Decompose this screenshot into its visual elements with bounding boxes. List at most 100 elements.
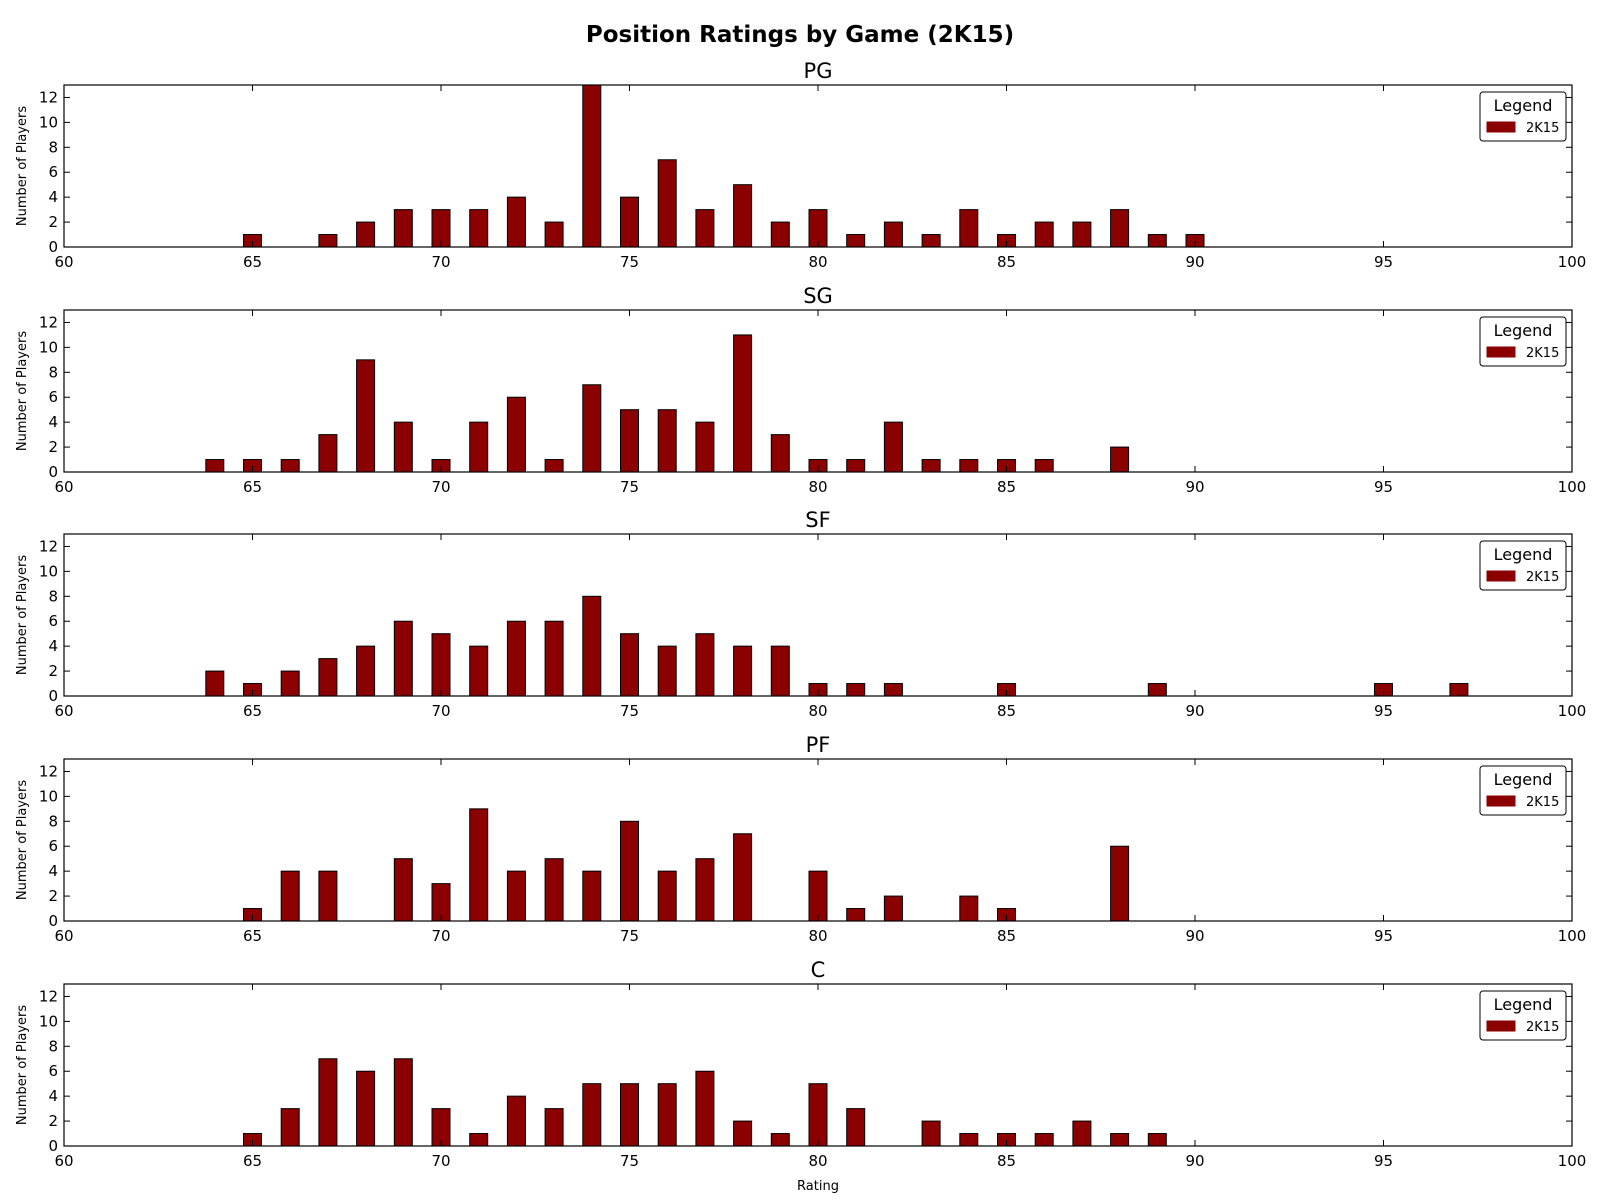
subplot-title: SF — [805, 508, 830, 532]
bar — [280, 670, 300, 697]
x-tick-label: 65 — [243, 702, 262, 720]
subplot-title: PF — [806, 733, 831, 757]
x-tick-label: 85 — [997, 702, 1016, 720]
bar — [544, 620, 564, 697]
bar — [431, 633, 451, 697]
subplot-title: PG — [804, 59, 833, 83]
bar — [620, 633, 639, 697]
legend: Legend 2K15 — [1479, 990, 1567, 1041]
x-tick-label: 100 — [1558, 927, 1587, 945]
bar — [733, 833, 753, 922]
legend-swatch — [1486, 121, 1516, 133]
x-tick-label: 85 — [997, 478, 1016, 496]
x-tick-label: 80 — [808, 478, 827, 496]
bar — [846, 1108, 866, 1147]
bar — [921, 459, 941, 473]
x-tick-label: 75 — [620, 702, 639, 720]
bar — [883, 683, 903, 697]
bar — [1110, 1133, 1130, 1147]
bar — [393, 209, 413, 248]
legend-label: 2K15 — [1526, 795, 1559, 810]
y-tick-label: 10 — [39, 787, 58, 805]
bar — [393, 620, 413, 697]
y-tick-label: 8 — [48, 138, 58, 156]
bar — [770, 645, 790, 697]
bar — [959, 459, 979, 473]
x-tick-label: 85 — [997, 253, 1016, 271]
legend: Legend 2K15 — [1479, 91, 1567, 142]
bar — [318, 658, 338, 697]
x-tick-label: 70 — [431, 1152, 450, 1170]
y-tick-label: 2 — [48, 887, 58, 905]
bar — [770, 221, 790, 248]
bar — [582, 870, 602, 922]
y-tick-label: 2 — [48, 438, 58, 456]
bar — [582, 384, 602, 473]
x-tick-label: 75 — [620, 478, 639, 496]
x-tick-label: 90 — [1185, 702, 1204, 720]
bar — [1110, 845, 1130, 922]
bar — [582, 1083, 602, 1147]
x-tick-label: 95 — [1374, 927, 1393, 945]
x-tick-label: 60 — [54, 1152, 73, 1170]
bar — [1034, 459, 1054, 473]
bar — [808, 1083, 828, 1147]
y-tick-label: 10 — [39, 338, 58, 356]
bar — [959, 1133, 979, 1147]
bar — [469, 209, 489, 248]
subplot-sf: 60 65 70 75 80 85 90 95 100 0 2 4 6 8 10 12 SF Number of … — [15, 508, 1586, 720]
y-tick-label: 4 — [48, 413, 58, 431]
x-tick-label: 80 — [808, 1152, 827, 1170]
bar — [318, 870, 338, 922]
bar — [695, 209, 715, 248]
y-tick-label: 0 — [48, 238, 58, 256]
bar — [620, 820, 639, 922]
subplot-title: SG — [803, 284, 833, 308]
y-tick-label: 4 — [48, 862, 58, 880]
x-tick-label: 65 — [243, 253, 262, 271]
bar — [356, 1070, 376, 1147]
bar — [1034, 221, 1054, 248]
x-tick-label: 70 — [431, 478, 450, 496]
x-tick-label: 60 — [54, 478, 73, 496]
x-tick-label: 100 — [1558, 1152, 1587, 1170]
bar — [695, 858, 715, 922]
y-tick-label: 8 — [48, 587, 58, 605]
y-tick-label: 2 — [48, 662, 58, 680]
bar — [695, 633, 715, 697]
y-tick-label: 12 — [39, 537, 58, 555]
y-axis-label: Number of Players — [15, 780, 30, 900]
subplot-title: C — [811, 958, 826, 982]
x-tick-label: 65 — [243, 478, 262, 496]
bar — [393, 1058, 413, 1147]
legend-title: Legend — [1494, 995, 1553, 1014]
y-tick-label: 10 — [39, 113, 58, 131]
legend-swatch — [1486, 795, 1516, 807]
bar — [883, 421, 903, 473]
y-axis-label: Number of Players — [15, 331, 30, 451]
bar — [205, 459, 225, 473]
y-tick-label: 10 — [39, 1012, 58, 1030]
legend: Legend 2K15 — [1479, 540, 1567, 591]
axes-frame — [63, 309, 1573, 473]
bar — [582, 84, 602, 248]
bar — [695, 1070, 715, 1147]
y-tick-label: 10 — [39, 562, 58, 580]
bar — [733, 184, 753, 248]
y-axis-label: Number of Players — [15, 106, 30, 226]
subplot-pg: 60 65 70 75 80 85 90 95 100 0 2 4 6 8 10 12 PG Number of … — [15, 59, 1586, 271]
bar — [770, 434, 790, 473]
bar — [506, 396, 526, 473]
bar — [544, 1108, 564, 1147]
bar — [846, 459, 866, 473]
legend-swatch — [1486, 346, 1516, 358]
y-tick-label: 8 — [48, 363, 58, 381]
bar — [1110, 209, 1130, 248]
y-tick-label: 2 — [48, 1112, 58, 1130]
bar — [506, 1095, 526, 1147]
bar — [469, 421, 489, 473]
legend-swatch — [1486, 570, 1516, 582]
bar — [318, 234, 338, 248]
bar — [657, 409, 677, 473]
bar — [582, 595, 602, 697]
